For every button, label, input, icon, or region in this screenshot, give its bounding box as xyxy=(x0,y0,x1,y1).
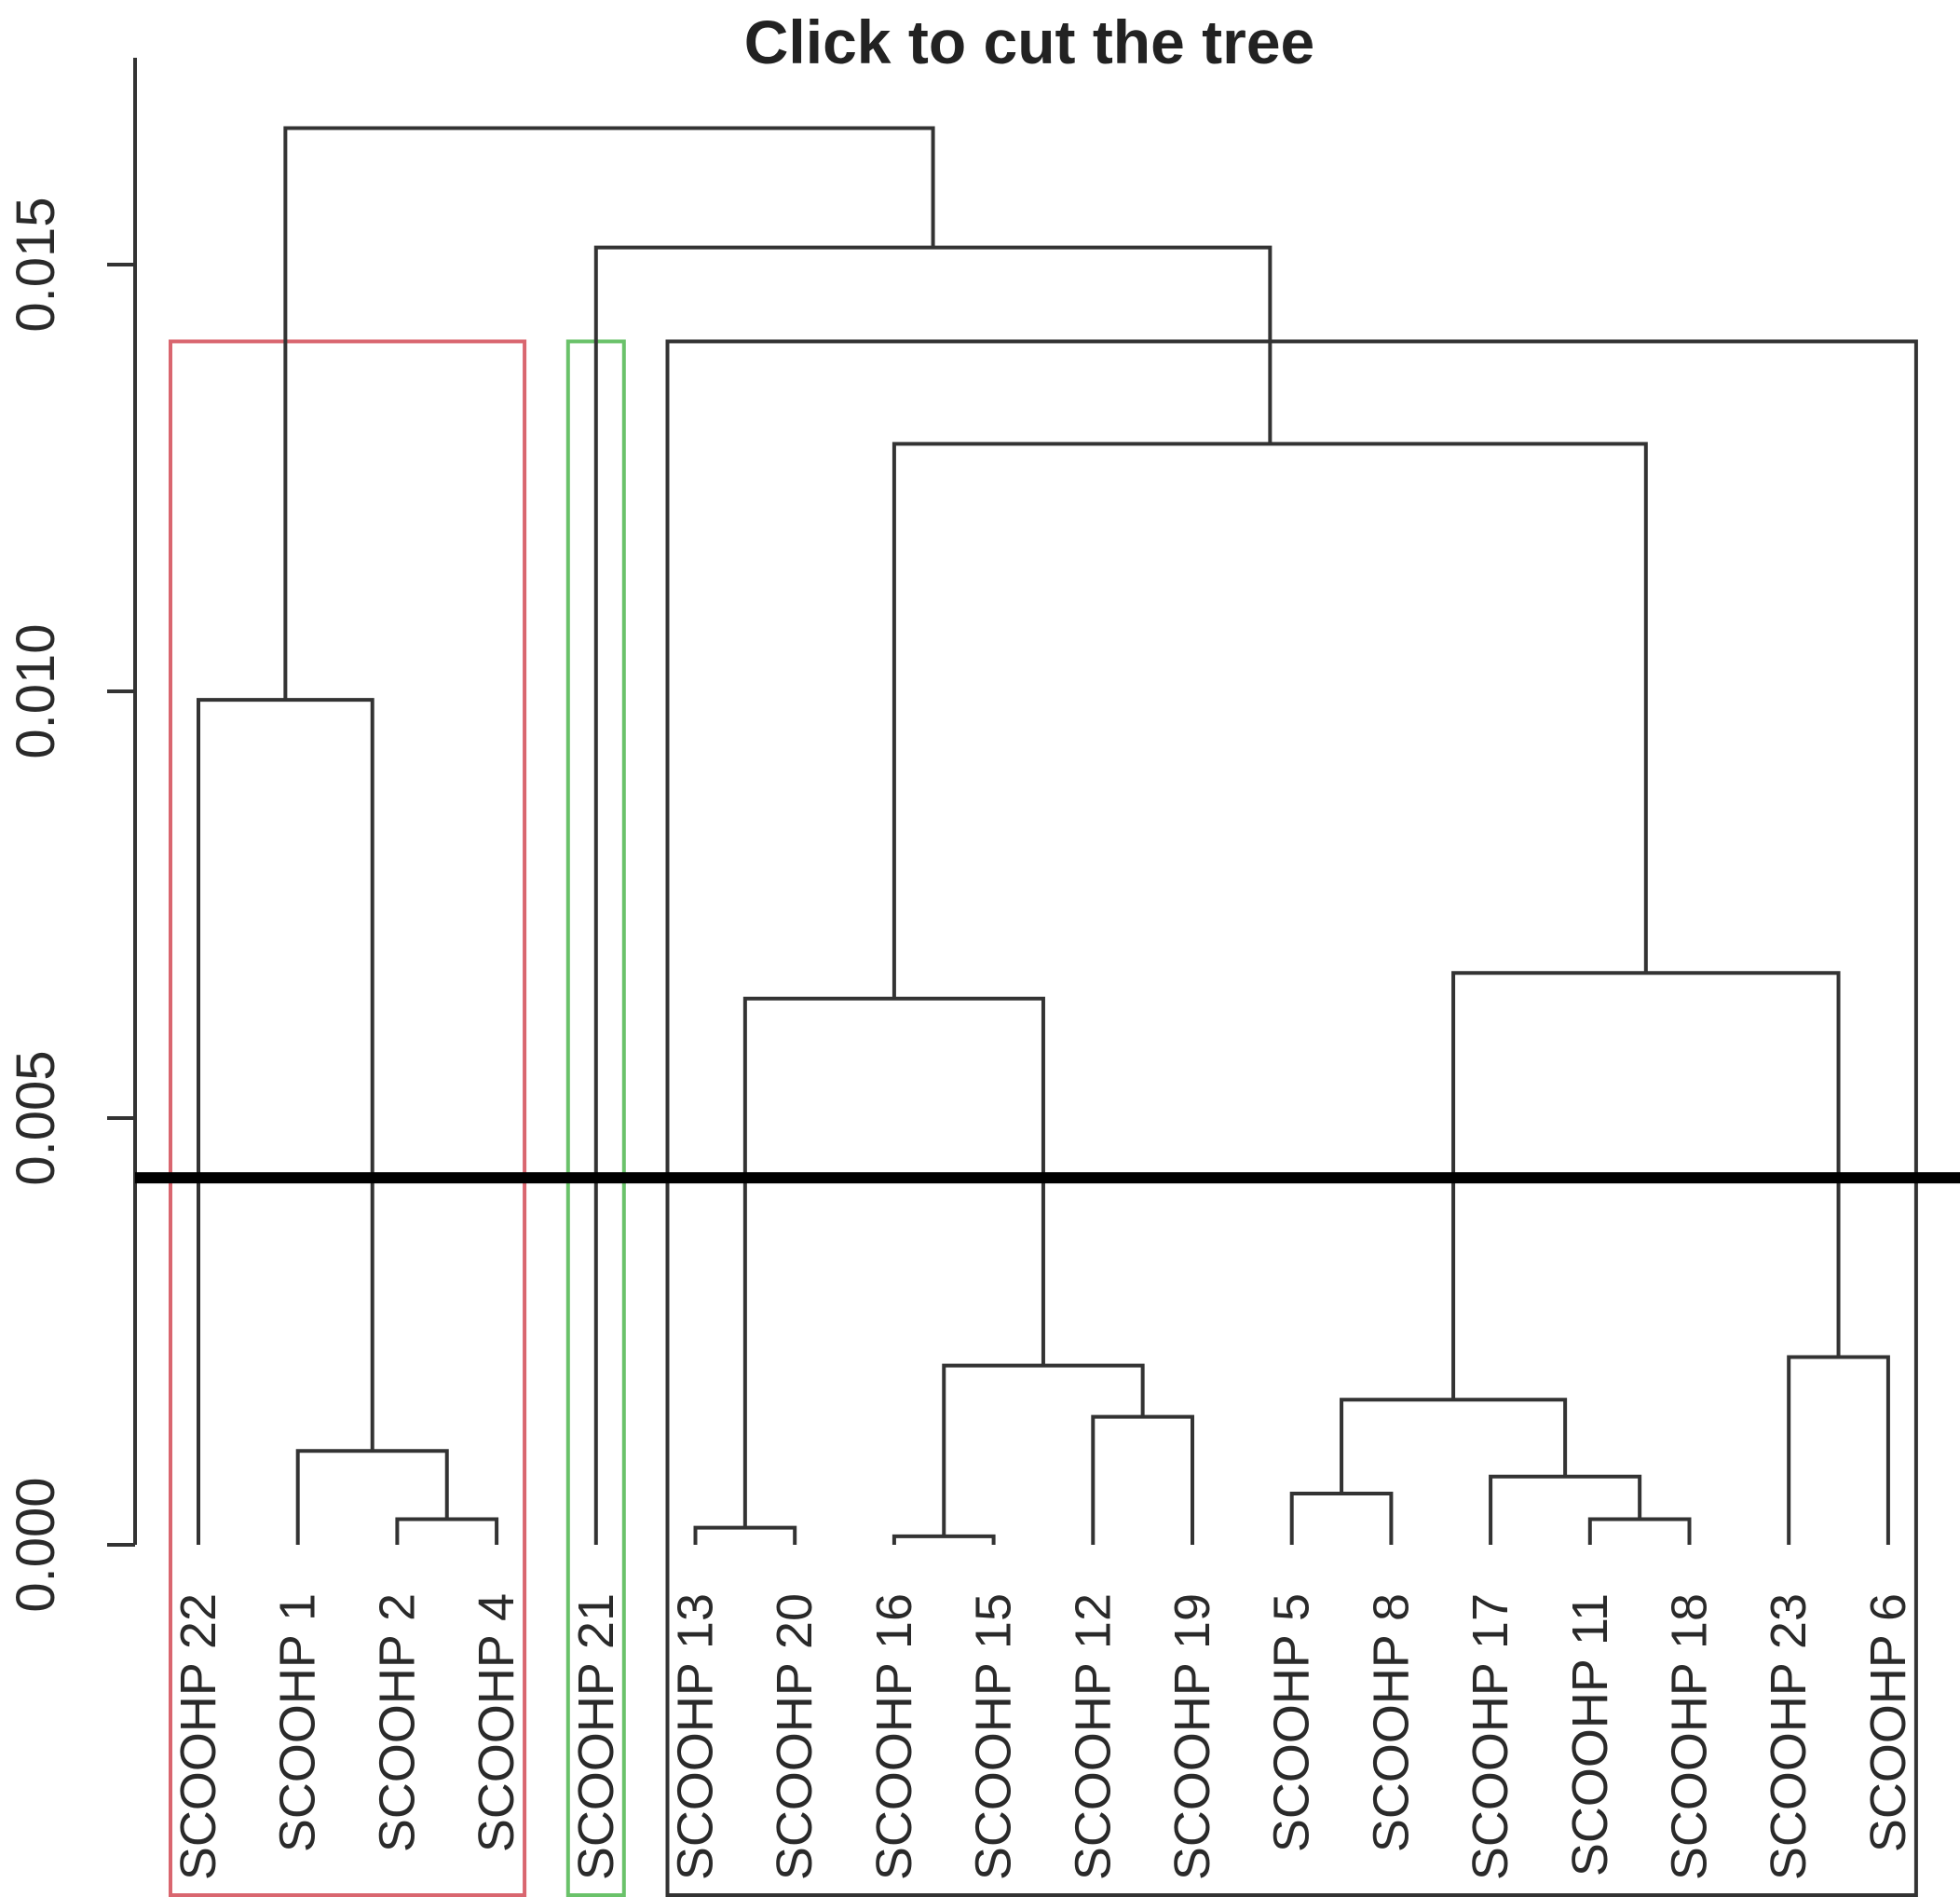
branch-m_2_4 xyxy=(395,1517,499,1545)
leaf-label-17: SCOOHP 6 xyxy=(1860,1593,1916,1852)
leaf-label-16: SCOOHP 23 xyxy=(1761,1593,1817,1880)
branch-m_1_2_4 xyxy=(295,1449,449,1545)
leaf-label-12: SCOOHP 8 xyxy=(1363,1593,1419,1852)
leaf-label-9: SCOOHP 12 xyxy=(1065,1593,1121,1880)
branch-m_16_15 xyxy=(892,1534,996,1545)
chart-title: Click to cut the tree xyxy=(744,7,1314,76)
leaf-label-4: SCOOHP 21 xyxy=(568,1593,624,1880)
leaf-label-3: SCOOHP 4 xyxy=(469,1593,524,1852)
branch-m_root xyxy=(283,126,935,701)
y-axis: 0.000 0.005 0.010 0.015 xyxy=(6,58,137,1613)
branch-m_5_8_17_11_18_23_6 xyxy=(1451,971,1841,1400)
leaf-label-10: SCOOHP 19 xyxy=(1164,1593,1220,1880)
y-tick-label-2: 0.010 xyxy=(6,623,66,758)
leaf-label-6: SCOOHP 20 xyxy=(767,1593,823,1880)
leaf-label-8: SCOOHP 15 xyxy=(966,1593,1022,1880)
cluster-box-1 xyxy=(169,339,527,1897)
branch-m_11_18 xyxy=(1587,1517,1692,1545)
branch-m_13_20_16_15_12_19 xyxy=(742,996,1045,1528)
branch-m_12_19 xyxy=(1091,1414,1194,1545)
cluster-box-3 xyxy=(665,339,1918,1897)
branch-m_23_6 xyxy=(1787,1355,1890,1545)
leaf-label-14: SCOOHP 11 xyxy=(1562,1593,1618,1877)
y-tick-label-3: 0.015 xyxy=(6,197,66,332)
y-tick-label-1: 0.005 xyxy=(6,1050,66,1185)
leaf-label-11: SCOOHP 5 xyxy=(1264,1593,1320,1852)
branch-m_5_8_17_11_18 xyxy=(1340,1398,1568,1494)
leaf-label-13: SCOOHP 17 xyxy=(1463,1593,1518,1880)
branch-m_17_11_18 xyxy=(1489,1474,1642,1545)
branch-m_13_20 xyxy=(693,1525,797,1545)
leaf-label-0: SCOOHP 22 xyxy=(170,1593,226,1880)
branch-m_5_8 xyxy=(1289,1492,1394,1545)
y-tick-label-0: 0.000 xyxy=(6,1477,66,1612)
leaf-label-2: SCOOHP 2 xyxy=(369,1593,425,1852)
leaf-label-7: SCOOHP 16 xyxy=(866,1593,922,1880)
dendrogram-branches xyxy=(197,126,1890,1545)
branch-m_22_1_2_4 xyxy=(197,698,374,1545)
branch-m_right_block xyxy=(892,442,1648,999)
branch-m_16_15_12_19 xyxy=(942,1363,1145,1536)
leaf-label-1: SCOOHP 1 xyxy=(270,1593,326,1852)
leaf-label-5: SCOOHP 13 xyxy=(668,1593,724,1880)
leaf-label-15: SCOOHP 18 xyxy=(1662,1593,1718,1880)
leaf-labels: SCOOHP 22 SCOOHP 1 SCOOHP 2 SCOOHP 4 SCOOHP … xyxy=(170,1593,1916,1880)
